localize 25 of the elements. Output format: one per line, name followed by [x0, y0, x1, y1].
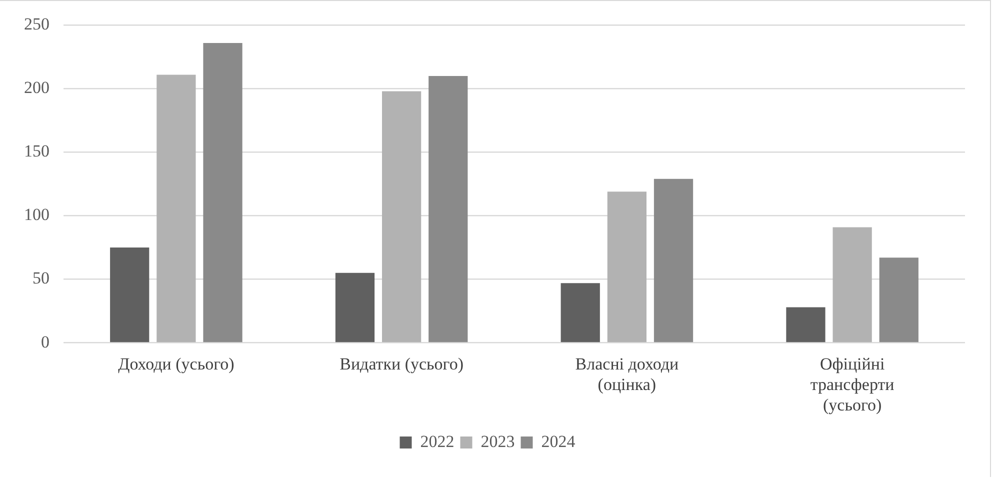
x-tick-label: Офіційні трансферти (усього) — [810, 354, 894, 414]
legend-label: 2024 — [541, 432, 576, 451]
legend-label: 2023 — [480, 432, 515, 451]
y-tick-label: 0 — [41, 332, 50, 352]
legend-label: 2022 — [420, 432, 454, 451]
bar — [560, 283, 600, 342]
y-tick-label: 100 — [24, 205, 50, 224]
x-tick-label: Доходи (усього) — [118, 354, 234, 374]
bar — [786, 307, 826, 342]
bar — [203, 42, 242, 342]
x-tick-label: Видатки (усього) — [340, 354, 464, 374]
bar — [156, 74, 196, 342]
bar — [879, 258, 918, 342]
bar — [110, 248, 150, 342]
bar — [428, 76, 468, 342]
bar — [832, 227, 872, 342]
y-tick-label: 250 — [24, 14, 50, 34]
y-tick-label: 50 — [32, 268, 50, 288]
y-tick-label: 200 — [24, 78, 50, 98]
x-tick-label: Власні доходи (оцінка) — [575, 354, 679, 394]
bar — [607, 192, 646, 342]
bar — [654, 178, 694, 342]
y-tick-label: 150 — [24, 142, 50, 161]
bar — [335, 272, 375, 342]
bar — [382, 91, 422, 342]
